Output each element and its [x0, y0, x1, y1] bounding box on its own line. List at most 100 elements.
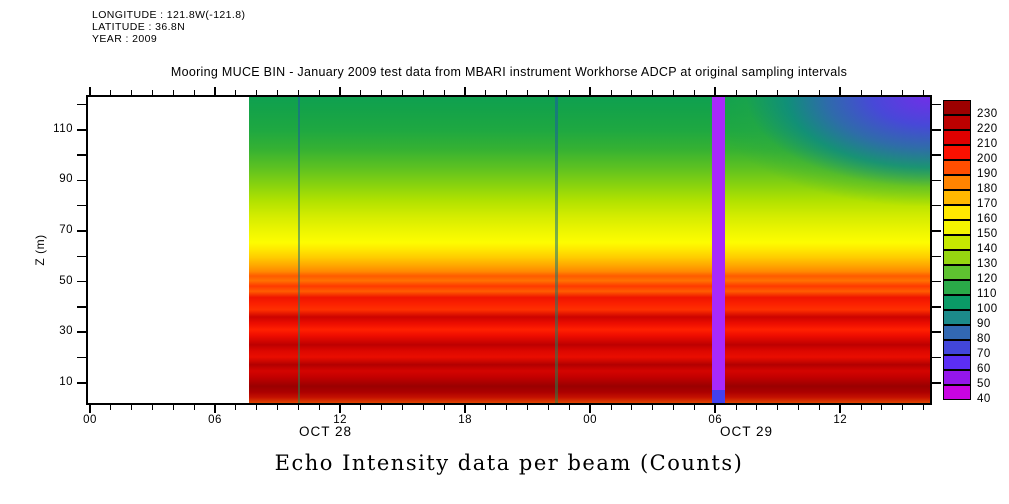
axis-tick — [932, 179, 941, 182]
no-data-region — [88, 97, 249, 403]
axis-tick — [568, 90, 570, 95]
colorbar-cell-90 — [943, 310, 971, 325]
y-tick-label: 10 — [59, 375, 73, 388]
plot-title: Mooring MUCE BIN - January 2009 test dat… — [170, 65, 848, 79]
longitude-label: LONGITUDE : 121.8W(-121.8) — [92, 9, 246, 21]
axis-tick — [235, 405, 237, 410]
axis-tick — [548, 405, 549, 410]
colorbar-cell-170 — [943, 190, 971, 205]
axis-tick — [381, 405, 383, 410]
axis-tick — [756, 90, 758, 95]
x-tick-label: 12 — [833, 414, 848, 426]
missing-data-stripe-bottom — [712, 390, 725, 403]
colorbar-label: 140 — [977, 243, 998, 255]
x-tick-label: 18 — [458, 414, 473, 426]
axis-tick — [235, 90, 237, 95]
colorbar-cell-40 — [943, 385, 971, 400]
axis-tick — [77, 179, 86, 182]
axis-tick — [172, 90, 174, 95]
colorbar-label: 150 — [977, 228, 998, 240]
axis-tick — [923, 90, 925, 95]
date-label-oct29: OCT 29 — [719, 424, 774, 439]
colorbar-cell-230 — [943, 100, 971, 115]
colorbar-cell-220 — [943, 115, 971, 130]
axis-tick — [443, 405, 445, 410]
axis-tick — [339, 405, 342, 413]
colorbar-cell-50 — [943, 370, 971, 385]
colorbar-label: 170 — [977, 198, 998, 210]
axis-tick — [777, 405, 779, 410]
axis-tick — [318, 405, 320, 410]
axis-tick — [839, 87, 842, 95]
axis-tick — [77, 154, 86, 156]
axis-tick — [818, 90, 820, 95]
axis-tick — [777, 90, 779, 95]
axis-tick — [339, 87, 342, 95]
colorbar-label: 160 — [977, 213, 998, 225]
latitude-label: LATITUDE : 36.8N — [92, 21, 186, 33]
x-tick-label: 06 — [208, 414, 222, 426]
colorbar-label: 80 — [977, 333, 991, 345]
axis-tick — [932, 154, 941, 156]
axis-tick — [932, 306, 941, 308]
axis-tick — [923, 405, 925, 410]
colorbar-label: 190 — [977, 168, 998, 180]
x-tick-label: 00 — [83, 414, 97, 426]
axis-tick — [756, 405, 758, 410]
axis-tick — [464, 87, 467, 95]
axis-tick — [485, 405, 487, 410]
axis-tick — [277, 405, 279, 410]
axis-tick — [256, 405, 258, 410]
colorbar-label: 230 — [977, 108, 998, 120]
colorbar-label: 180 — [977, 183, 998, 195]
colorbar-label: 210 — [977, 138, 998, 150]
axis-tick — [932, 331, 941, 333]
axis-tick — [506, 405, 508, 410]
colorbar-label: 200 — [977, 153, 998, 165]
axis-tick — [932, 103, 941, 106]
axis-tick — [360, 90, 362, 95]
axis-tick — [589, 405, 592, 413]
axis-tick — [402, 405, 404, 410]
colorbar-label: 120 — [977, 273, 998, 285]
axis-tick — [735, 90, 737, 95]
axis-tick — [485, 90, 487, 95]
axis-tick — [77, 204, 86, 207]
axis-tick — [110, 90, 112, 95]
colorbar-label: 90 — [977, 318, 991, 330]
axis-tick — [932, 255, 941, 258]
axis-tick — [77, 129, 86, 131]
date-label-oct28: OCT 28 — [298, 424, 353, 439]
colorbar-cell-210 — [943, 130, 971, 145]
colorbar-label: 130 — [977, 258, 998, 270]
axis-tick — [673, 90, 675, 95]
axis-tick — [131, 405, 133, 410]
axis-tick — [798, 90, 800, 95]
y-tick-label: 30 — [59, 325, 73, 338]
axis-tick — [77, 230, 86, 232]
axis-tick — [360, 405, 362, 410]
axis-tick — [735, 405, 737, 410]
x-tick-label: 00 — [583, 414, 598, 426]
axis-tick — [839, 405, 842, 413]
axis-tick — [77, 306, 86, 308]
axis-tick — [77, 356, 86, 359]
axis-tick — [714, 87, 717, 95]
axis-tick — [89, 87, 91, 95]
axis-tick — [881, 90, 883, 95]
axis-tick — [506, 90, 508, 95]
axis-tick — [422, 405, 424, 410]
axis-tick — [902, 90, 904, 95]
colorbar-label: 110 — [977, 288, 997, 300]
axis-tick — [932, 230, 941, 232]
figure-caption: Echo Intensity data per beam (Counts) — [274, 451, 744, 475]
anomaly-line-oct28-22h — [555, 97, 558, 403]
axis-tick — [714, 405, 717, 413]
colorbar-label: 60 — [977, 363, 991, 375]
colorbar-cell-100 — [943, 295, 971, 310]
axis-tick — [652, 405, 654, 410]
colorbar-cell-140 — [943, 235, 971, 250]
axis-tick — [89, 405, 91, 413]
colorbar-cell-110 — [943, 280, 971, 295]
